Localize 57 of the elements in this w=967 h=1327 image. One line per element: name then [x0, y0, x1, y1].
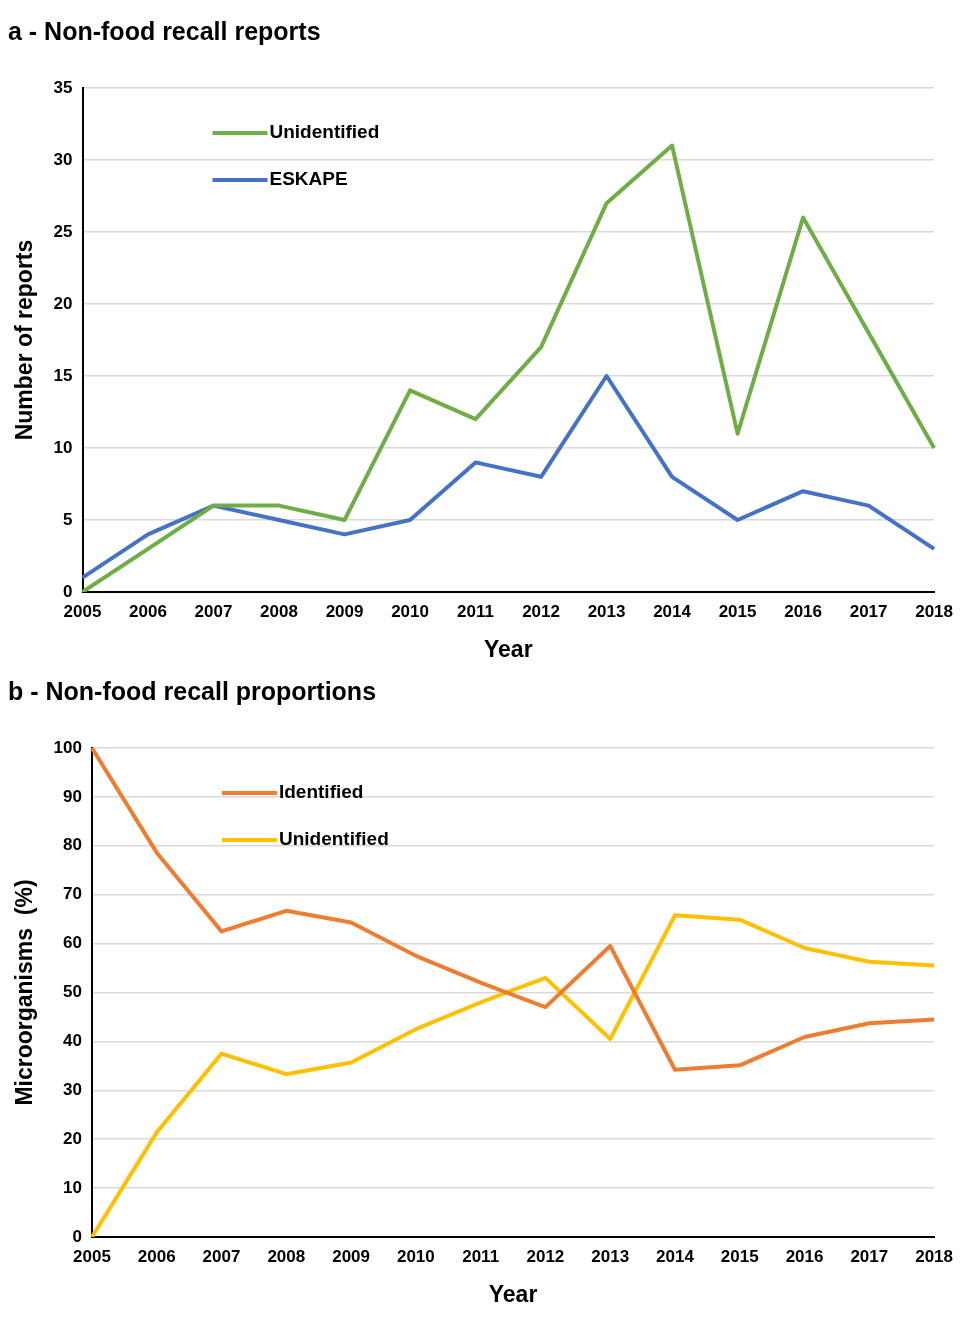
- x-tick-label: 2005: [63, 601, 102, 621]
- y-axis-title: Number of reports: [11, 239, 38, 441]
- x-tick-label: 2018: [915, 601, 953, 621]
- x-tick-label: 2009: [325, 601, 364, 621]
- legend-label: Unidentified: [269, 121, 380, 143]
- x-tick-label: 2017: [850, 1246, 889, 1266]
- y-tick-label: 90: [63, 786, 82, 806]
- legend-label: Identified: [278, 781, 364, 803]
- y-tick-label: 70: [63, 884, 82, 904]
- legend-label: Unidentified: [278, 828, 389, 850]
- y-tick-label: 0: [63, 581, 73, 601]
- y-tick-label: 60: [63, 933, 82, 953]
- x-tick-label: 2008: [260, 601, 298, 621]
- chart-title: a - Non-food recall reports: [8, 16, 321, 45]
- x-axis-title: Year: [488, 1280, 538, 1307]
- y-tick-label: 10: [53, 437, 73, 457]
- y-tick-label: 0: [72, 1226, 82, 1246]
- x-tick-label: 2012: [522, 601, 560, 621]
- y-tick-label: 40: [63, 1031, 82, 1051]
- x-tick-label: 2007: [194, 601, 233, 621]
- x-tick-label: 2012: [526, 1246, 565, 1266]
- x-tick-label: 2006: [137, 1246, 176, 1266]
- x-tick-label: 2016: [785, 1246, 824, 1266]
- y-tick-label: 80: [63, 835, 82, 855]
- y-tick-label: 100: [53, 737, 82, 757]
- y-tick-label: 20: [63, 1128, 82, 1148]
- x-tick-label: 2017: [849, 601, 888, 621]
- x-axis-title: Year: [484, 635, 533, 662]
- x-tick-label: 2010: [396, 1246, 435, 1266]
- y-tick-label: 35: [53, 77, 73, 97]
- x-tick-label: 2010: [391, 601, 429, 621]
- x-tick-label: 2009: [332, 1246, 370, 1266]
- y-tick-label: 10: [63, 1177, 82, 1197]
- y-tick-label: 25: [53, 221, 73, 241]
- x-tick-label: 2011: [462, 1246, 500, 1266]
- chart-title: b - Non-food recall proportions: [8, 676, 377, 705]
- x-tick-label: 2015: [720, 1246, 759, 1266]
- y-tick-label: 30: [63, 1079, 82, 1099]
- x-tick-label: 2018: [915, 1246, 953, 1266]
- y-tick-label: 15: [53, 365, 73, 385]
- y-tick-label: 5: [63, 509, 73, 529]
- y-tick-label: 50: [63, 982, 82, 1002]
- x-tick-label: 2014: [653, 601, 692, 621]
- y-tick-label: 20: [53, 293, 73, 313]
- x-tick-label: 2015: [718, 601, 757, 621]
- x-tick-label: 2008: [267, 1246, 306, 1266]
- x-tick-label: 2016: [784, 601, 822, 621]
- legend-label: ESKAPE: [269, 168, 348, 190]
- x-tick-label: 2013: [587, 601, 626, 621]
- y-axis-title: Microorganisms (%): [11, 879, 38, 1106]
- y-tick-label: 30: [53, 149, 73, 169]
- x-tick-label: 2011: [457, 601, 494, 621]
- x-tick-label: 2013: [591, 1246, 630, 1266]
- x-tick-label: 2006: [129, 601, 167, 621]
- x-tick-label: 2005: [73, 1246, 111, 1266]
- x-tick-label: 2007: [202, 1246, 241, 1266]
- x-tick-label: 2014: [656, 1246, 695, 1266]
